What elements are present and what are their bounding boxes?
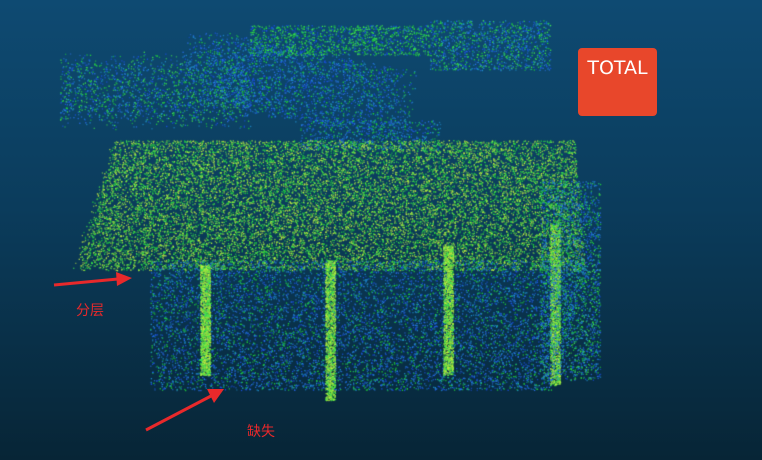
layering-label: 分层 — [76, 303, 104, 319]
total-badge-label: TOTAL — [587, 57, 648, 79]
arrow-layering — [53, 272, 132, 287]
arrow-missing — [145, 389, 224, 432]
missing-label: 缺失 — [247, 424, 275, 440]
total-badge[interactable]: TOTAL — [578, 48, 657, 116]
